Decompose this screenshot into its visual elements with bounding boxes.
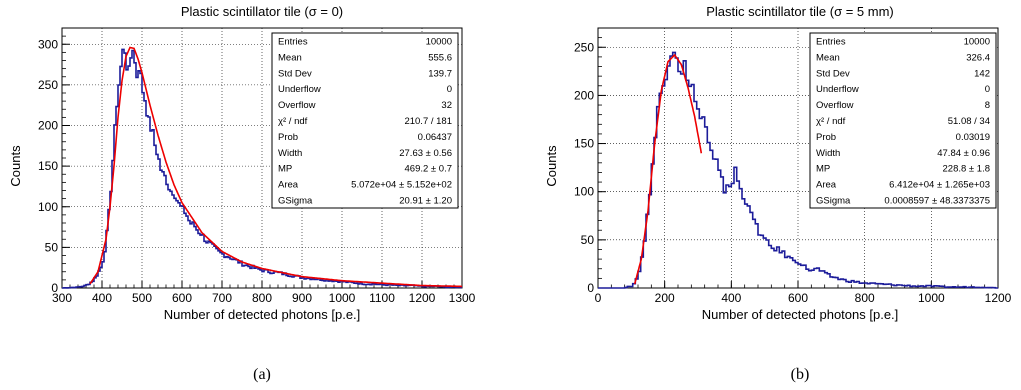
x-tick-label: 1300 xyxy=(449,291,476,305)
y-tick-label: 150 xyxy=(38,159,58,173)
panel-a-stats-box: Entries 10000 Mean 555.6 Std Dev 139.7 Underfl… xyxy=(271,32,459,209)
stats-value: 0.03019 xyxy=(956,132,990,143)
stats-value: 51.08 / 34 xyxy=(948,116,990,127)
stats-value: 47.84 ± 0.96 xyxy=(937,148,990,159)
y-tick-label: 50 xyxy=(45,240,59,254)
panel-a-title: Plastic scintillator tile (σ = 0) xyxy=(181,4,343,19)
stats-label: Entries xyxy=(816,36,846,47)
y-tick-label: 150 xyxy=(574,137,594,151)
stats-label: GSigma xyxy=(278,196,313,207)
y-tick-label: 250 xyxy=(38,78,58,92)
stats-label: Std Dev xyxy=(816,68,850,79)
x-tick-label: 600 xyxy=(788,291,808,305)
x-tick-label: 400 xyxy=(721,291,741,305)
stats-label: GSigma xyxy=(816,196,851,207)
x-tick-label: 200 xyxy=(655,291,675,305)
x-tick-label: 1000 xyxy=(329,291,356,305)
y-tick-label: 50 xyxy=(581,233,595,247)
panel-a-ylabel: Counts xyxy=(8,145,23,187)
stats-label: Overflow xyxy=(816,100,854,111)
panel-a-plot-area: 300 400 500 600 700 800 900 1000 1100 1200 1300050… xyxy=(38,27,476,305)
stats-label: Area xyxy=(278,180,299,191)
stats-label: Mean xyxy=(816,52,840,63)
histogram-series xyxy=(62,48,462,289)
histogram-series xyxy=(598,51,998,289)
x-tick-label: 900 xyxy=(292,291,312,305)
stats-value: 555.6 xyxy=(428,52,452,63)
stats-label: Underflow xyxy=(816,84,859,95)
stats-label: χ² / ndf xyxy=(816,116,846,127)
x-tick-label: 600 xyxy=(172,291,192,305)
panel-b: Plastic scintillator tile (σ = 5 mm) Cou… xyxy=(544,4,1012,383)
y-tick-label: 0 xyxy=(51,281,58,295)
panel-b-xlabel: Number of detected photons [p.e.] xyxy=(702,307,899,322)
stats-label: Underflow xyxy=(278,84,321,95)
x-tick-label: 1200 xyxy=(409,291,436,305)
stats-value: 0 xyxy=(985,84,990,95)
y-tick-label: 100 xyxy=(38,200,58,214)
panel-b-ylabel: Counts xyxy=(544,145,559,187)
stats-label: Std Dev xyxy=(278,68,312,79)
x-tick-label: 0 xyxy=(595,291,602,305)
stats-label: MP xyxy=(816,164,830,175)
stats-label: MP xyxy=(278,164,292,175)
fit-curve xyxy=(89,46,462,288)
stats-box-frame xyxy=(809,32,997,209)
x-tick-label: 800 xyxy=(855,291,875,305)
stats-value: 6.412e+04 ± 1.265e+03 xyxy=(889,180,990,191)
y-tick-label: 100 xyxy=(574,185,594,199)
stats-label: Prob xyxy=(278,132,298,143)
panel-b-caption: (b) xyxy=(791,366,810,383)
stats-value: 32 xyxy=(441,100,452,111)
fit-curve xyxy=(633,53,703,285)
stats-value: 8 xyxy=(985,100,990,111)
x-tick-label: 1200 xyxy=(985,291,1012,305)
stats-label: Width xyxy=(278,148,302,159)
stats-value: 228.8 ± 1.8 xyxy=(943,164,990,175)
panel-a-caption: (a) xyxy=(253,366,271,383)
y-tick-label: 200 xyxy=(574,88,594,102)
x-tick-label: 1000 xyxy=(918,291,945,305)
y-tick-label: 200 xyxy=(38,119,58,133)
stats-label: Entries xyxy=(278,36,308,47)
x-tick-label: 700 xyxy=(212,291,232,305)
stats-value: 139.7 xyxy=(428,68,452,79)
x-tick-label: 500 xyxy=(132,291,152,305)
panel-b-stats-box: Entries 10000 Mean 326.4 Std Dev 142 Underflow… xyxy=(809,32,997,209)
stats-value: 0.0008597 ± 48.3373375 xyxy=(884,196,990,207)
stats-value: 326.4 xyxy=(966,52,990,63)
x-tick-label: 300 xyxy=(52,291,72,305)
panel-b-title: Plastic scintillator tile (σ = 5 mm) xyxy=(706,4,894,19)
panel-a: Plastic scintillator tile (σ = 0) Counts… xyxy=(8,4,476,383)
stats-value: 20.91 ± 1.20 xyxy=(399,196,452,207)
stats-label: χ² / ndf xyxy=(278,116,308,127)
stats-value: 27.63 ± 0.56 xyxy=(399,148,452,159)
stats-label: Overflow xyxy=(278,100,316,111)
y-tick-label: 250 xyxy=(574,40,594,54)
stats-value: 5.072e+04 ± 5.152e+02 xyxy=(351,180,452,191)
panel-a-xlabel: Number of detected photons [p.e.] xyxy=(164,307,361,322)
stats-value: 10000 xyxy=(964,36,990,47)
stats-label: Area xyxy=(816,180,837,191)
stats-label: Prob xyxy=(816,132,836,143)
stats-label: Width xyxy=(816,148,840,159)
stats-value: 142 xyxy=(974,68,990,79)
stats-label: Mean xyxy=(278,52,302,63)
x-tick-label: 400 xyxy=(92,291,112,305)
stats-value: 10000 xyxy=(426,36,452,47)
stats-value: 210.7 / 181 xyxy=(404,116,452,127)
x-tick-label: 800 xyxy=(252,291,272,305)
y-tick-label: 300 xyxy=(38,37,58,51)
x-tick-label: 1100 xyxy=(369,291,395,305)
stats-value: 0 xyxy=(447,84,452,95)
stats-box-frame xyxy=(271,32,459,209)
stats-value: 0.06437 xyxy=(418,132,452,143)
y-tick-label: 0 xyxy=(587,281,594,295)
stats-value: 469.2 ± 0.7 xyxy=(405,164,452,175)
